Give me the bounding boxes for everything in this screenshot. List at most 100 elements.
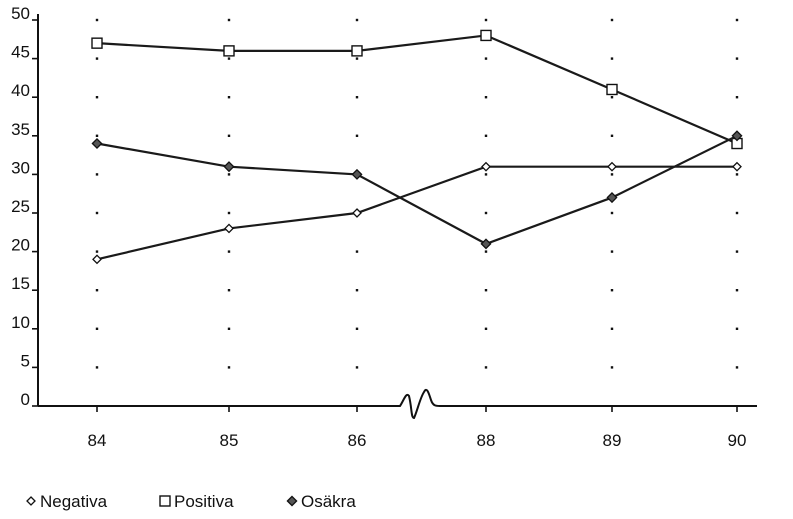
grid-dot bbox=[484, 173, 488, 176]
grid-dot bbox=[227, 250, 231, 253]
x-tick-label: 86 bbox=[348, 431, 367, 450]
grid-dot bbox=[735, 96, 739, 99]
series-line bbox=[96, 134, 738, 246]
grid-dot bbox=[735, 57, 739, 60]
y-tick-label: 35 bbox=[11, 120, 30, 139]
x-tick-label: 90 bbox=[728, 431, 747, 450]
grid-dot bbox=[95, 134, 99, 137]
grid-dot bbox=[735, 18, 739, 22]
grid-dot bbox=[735, 327, 739, 330]
data-point bbox=[91, 138, 103, 150]
legend-marker bbox=[26, 496, 36, 506]
grid-dot bbox=[484, 57, 488, 60]
data-point bbox=[352, 208, 362, 218]
y-tick-label: 45 bbox=[11, 43, 30, 62]
grid-dot bbox=[484, 250, 488, 253]
data-point bbox=[480, 238, 492, 250]
grid-dot bbox=[610, 134, 614, 137]
grid-dot bbox=[735, 366, 739, 369]
y-tick-label: 15 bbox=[11, 274, 30, 293]
grid-dot bbox=[355, 134, 359, 137]
grid-dot bbox=[735, 289, 739, 292]
grid-dot bbox=[95, 96, 99, 99]
grid-dot bbox=[610, 250, 614, 253]
data-point bbox=[607, 161, 617, 172]
grid-dot bbox=[95, 327, 99, 330]
grid-dot bbox=[95, 18, 99, 22]
grid-dot bbox=[355, 250, 359, 253]
y-tick-label: 5 bbox=[21, 351, 30, 370]
legend-label: Negativa bbox=[40, 492, 108, 511]
grid-dot bbox=[735, 211, 739, 215]
grid-dot bbox=[95, 366, 99, 369]
legend-label: Osäkra bbox=[301, 492, 356, 511]
grid-dot bbox=[610, 327, 614, 330]
grid-dot bbox=[610, 289, 614, 292]
grid-dot bbox=[484, 96, 488, 99]
grid-dot bbox=[227, 18, 231, 22]
grid-dot bbox=[610, 366, 614, 369]
legend-marker bbox=[159, 495, 171, 507]
y-tick-label: 25 bbox=[11, 197, 30, 216]
grid-dot bbox=[355, 96, 359, 99]
data-point bbox=[606, 192, 618, 204]
grid-dot bbox=[610, 173, 614, 176]
axes bbox=[37, 14, 757, 420]
grid-dot bbox=[484, 134, 488, 137]
grid-dot bbox=[355, 57, 359, 60]
series bbox=[91, 29, 743, 265]
grid-dot bbox=[227, 173, 231, 176]
data-point bbox=[351, 168, 363, 180]
x-tick-label: 88 bbox=[477, 431, 496, 450]
data-point bbox=[731, 130, 743, 142]
data-point bbox=[224, 223, 234, 234]
grid-dot bbox=[484, 366, 488, 369]
grid-dot bbox=[735, 250, 739, 253]
y-tick-label: 20 bbox=[11, 236, 30, 255]
grid-dot bbox=[484, 289, 488, 292]
series-0 bbox=[92, 161, 742, 265]
grid-dot bbox=[484, 327, 488, 330]
grid-dot bbox=[355, 366, 359, 369]
y-tick-labels: 0 5 10 15 20 25 30 35 40 45 50 bbox=[11, 4, 39, 409]
data-point bbox=[732, 161, 742, 172]
grid-dot bbox=[227, 211, 231, 215]
grid-dot bbox=[610, 18, 614, 22]
grid-dot bbox=[227, 289, 231, 292]
grid-dot bbox=[95, 57, 99, 60]
y-tick-label: 50 bbox=[11, 4, 30, 23]
series-line bbox=[96, 34, 738, 145]
grid-dot bbox=[95, 211, 99, 215]
x-axis-line bbox=[38, 388, 757, 420]
data-point bbox=[223, 161, 235, 173]
x-tick-label: 89 bbox=[603, 431, 622, 450]
grid-dot bbox=[610, 96, 614, 99]
grid-dot bbox=[227, 327, 231, 330]
grid-dot bbox=[95, 289, 99, 292]
grid-dot bbox=[355, 18, 359, 22]
y-tick-label: 0 bbox=[21, 390, 30, 409]
legend-item: Positiva bbox=[159, 492, 234, 511]
grid-dot bbox=[610, 57, 614, 60]
data-point bbox=[223, 45, 235, 57]
grid-dot bbox=[735, 173, 739, 176]
legend-item: Osäkra bbox=[286, 492, 356, 511]
x-tick-label: 84 bbox=[88, 431, 107, 450]
data-point bbox=[91, 37, 103, 49]
grid-dot bbox=[355, 289, 359, 292]
grid-dot bbox=[355, 327, 359, 330]
x-tick-label: 85 bbox=[220, 431, 239, 450]
legend-marker bbox=[286, 495, 298, 507]
series-2 bbox=[91, 130, 743, 250]
grid-dot bbox=[484, 211, 488, 215]
grid-dot bbox=[227, 366, 231, 369]
y-tick-label: 10 bbox=[11, 313, 30, 332]
grid-dot bbox=[227, 57, 231, 60]
data-point bbox=[606, 83, 618, 96]
series-1 bbox=[91, 29, 743, 150]
grid-dot bbox=[95, 250, 99, 253]
grid-dots bbox=[95, 18, 739, 369]
grid-dot bbox=[95, 173, 99, 176]
data-point bbox=[480, 29, 492, 42]
